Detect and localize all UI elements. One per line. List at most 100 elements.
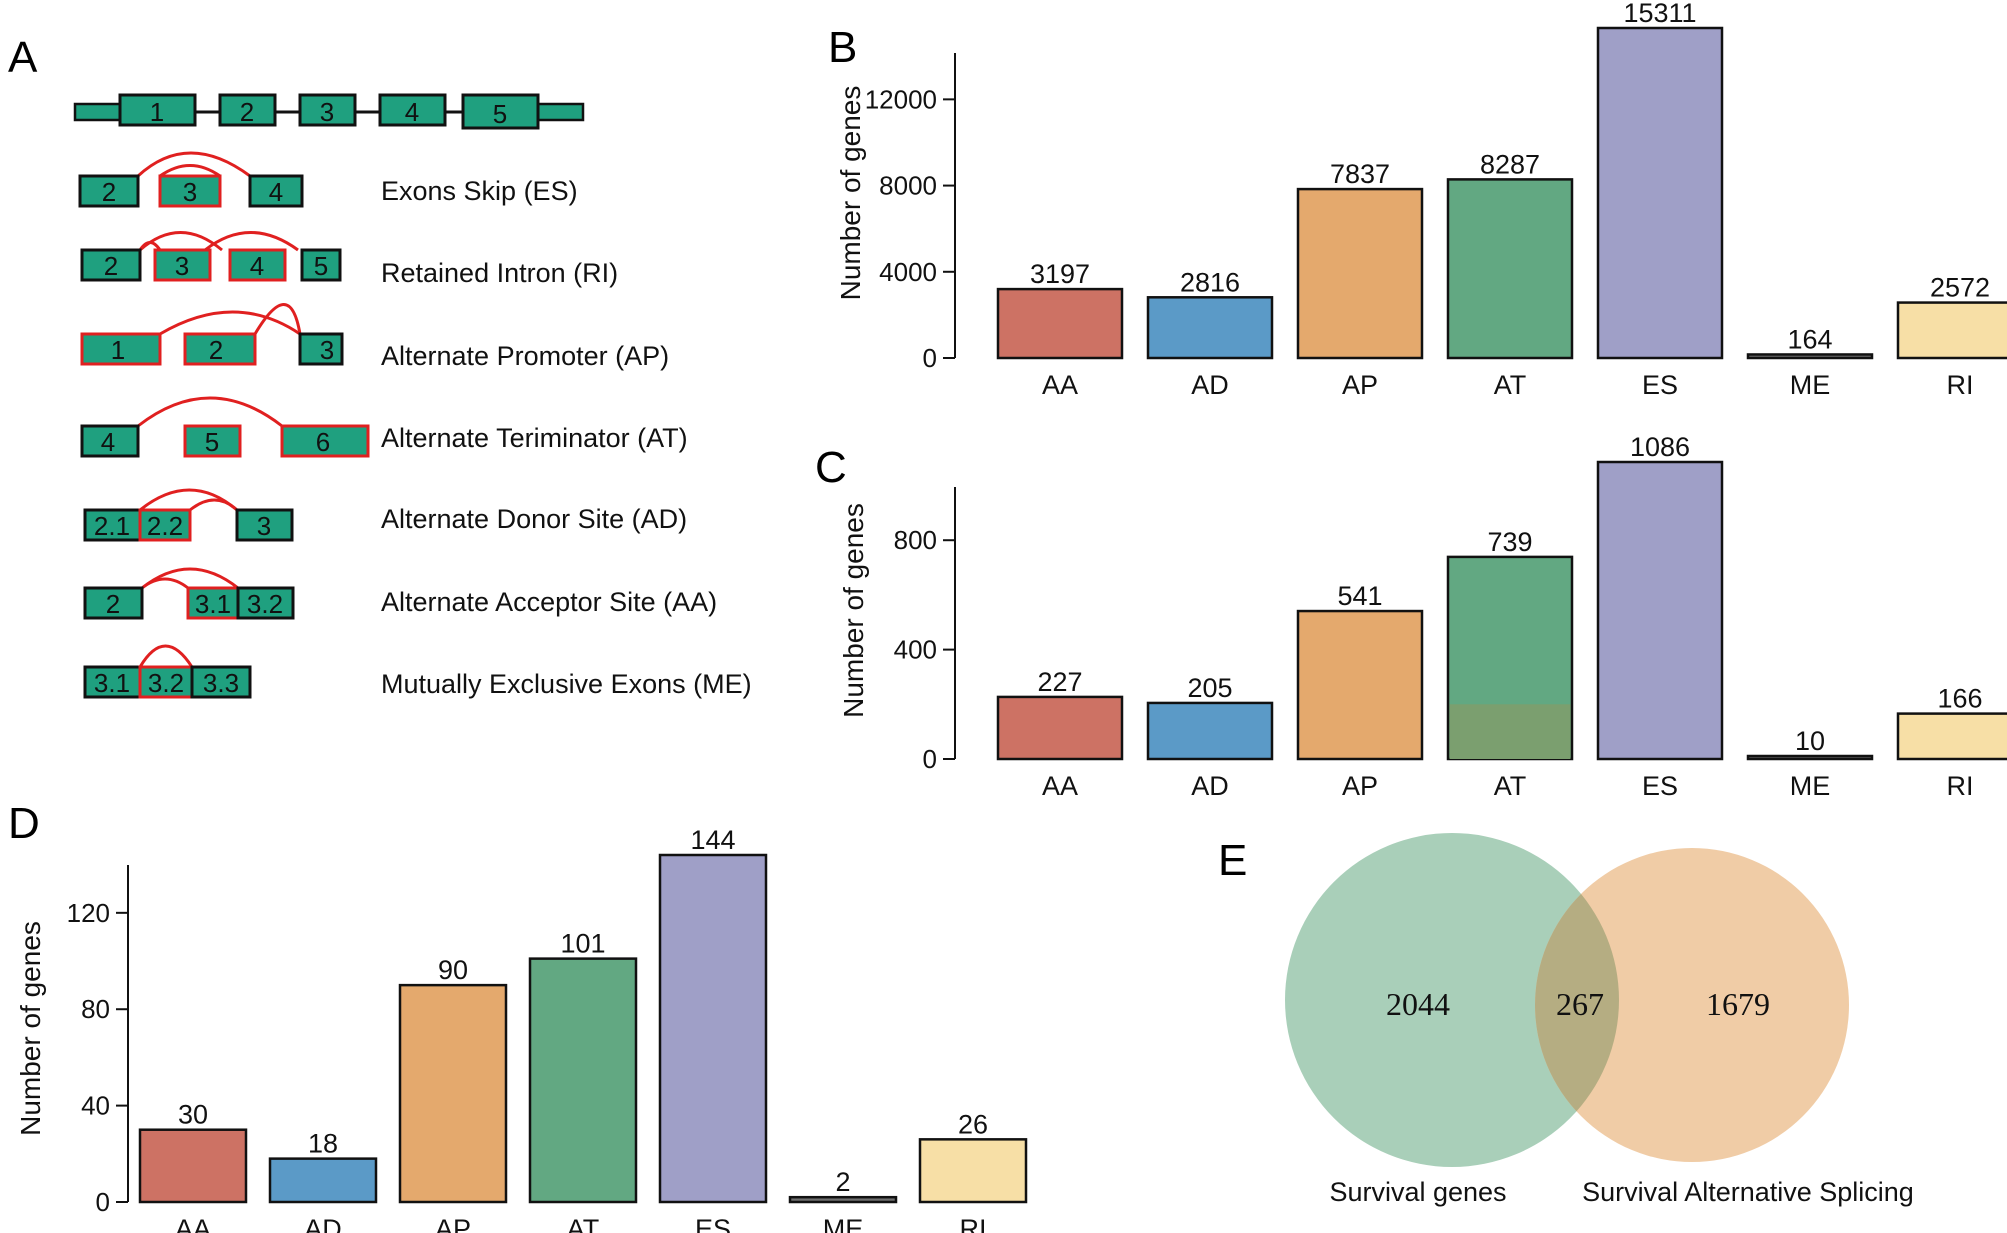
bar-me [1746, 754, 1874, 761]
x-tick-label: AT [567, 1214, 600, 1233]
bar-value-label: 10 [1795, 726, 1825, 756]
x-tick-label: ME [1790, 370, 1831, 400]
event-label: Alternate Teriminator (AT) [381, 423, 688, 453]
splice-junction [137, 396, 283, 428]
x-tick-label: AT [1494, 370, 1527, 400]
splice-junction [141, 567, 239, 590]
bar-chart-d: 0 40 80 120 Number of genes 30 AA 18 AD 90 AP 101 AT… [15, 825, 1028, 1233]
exon-label: 2 [104, 251, 118, 281]
x-tick-label: RI [1947, 370, 1974, 400]
panel-letter-b: B [828, 23, 857, 72]
y-tick-label: 400 [894, 635, 937, 665]
panel-letter-a: A [8, 33, 38, 82]
bar-value-label: 101 [560, 929, 605, 959]
x-tick-label: ES [695, 1214, 731, 1233]
bar-value-label: 15311 [1623, 0, 1696, 28]
exon-box [80, 248, 142, 282]
x-tick-label: AD [304, 1214, 342, 1233]
y-tick-label: 4000 [879, 257, 937, 287]
bar-aa [138, 1128, 248, 1204]
bar-value-label: 18 [308, 1129, 338, 1159]
exon-label: 2.2 [147, 511, 183, 541]
exon-label: 3 [183, 177, 197, 207]
bar-at [1446, 178, 1574, 360]
exon-label: 3.1 [94, 668, 130, 698]
exon-label: 3 [257, 511, 271, 541]
exon-box [118, 93, 197, 127]
event-at: 4 5 6 Alternate Teriminator (AT) [80, 396, 688, 458]
x-tick-label: AD [1191, 370, 1229, 400]
y-axis-label: Number of genes [15, 921, 46, 1136]
exon-label: 5 [205, 427, 219, 457]
alt-exon-box [280, 424, 370, 458]
utr-right [536, 102, 585, 122]
event-es: 2 3 4 Exons Skip (ES) [78, 151, 578, 208]
bar-ap [1296, 609, 1424, 761]
exon-label: 3.3 [203, 668, 239, 698]
exon-label: 2 [240, 97, 254, 127]
exon-label: 3 [320, 335, 334, 365]
x-tick-label: ES [1642, 771, 1678, 801]
exon-box [218, 93, 277, 127]
exon-label: 2.1 [94, 511, 130, 541]
event-label: Alternate Donor Site (AD) [381, 504, 687, 534]
y-tick-label: 8000 [879, 171, 937, 201]
event-label: Alternate Promoter (AP) [381, 341, 669, 371]
y-tick-label: 800 [894, 525, 937, 555]
exon-label: 2 [209, 335, 223, 365]
event-label: Exons Skip (ES) [381, 176, 578, 206]
x-tick-label: AD [1191, 771, 1229, 801]
y-tick-label: 0 [923, 343, 937, 373]
y-tick-label: 0 [923, 744, 937, 774]
bar-me [788, 1195, 898, 1204]
bar-value-label: 1086 [1630, 432, 1690, 462]
splice-junction [141, 577, 189, 590]
x-tick-label: AP [1342, 370, 1378, 400]
bar-value-label: 90 [438, 955, 468, 985]
exon-box [80, 424, 140, 458]
exon-box [235, 508, 294, 542]
bar-value-label: 166 [1937, 684, 1982, 714]
event-aa: 2 3.1 3.2 Alternate Acceptor Site (AA) [83, 567, 717, 620]
x-tick-label: AT [1494, 771, 1527, 801]
x-tick-label: ME [1790, 771, 1831, 801]
y-tick-label: 120 [67, 898, 110, 928]
venn-right-label: Survival Alternative Splicing [1582, 1177, 1914, 1207]
exon-box [461, 93, 540, 130]
bar-value-label: 30 [178, 1100, 208, 1130]
x-tick-label: AA [175, 1214, 211, 1233]
exon-label: 1 [111, 335, 125, 365]
splicing-diagram: 1 2 3 4 5 2 3 4 Exons Skip (ES) [73, 93, 752, 699]
exon-label: 5 [493, 99, 507, 129]
bar-ap [398, 983, 508, 1204]
bar-ri [1896, 712, 2007, 761]
x-tick-label: ES [1642, 370, 1678, 400]
bar-chart-c: 0 400 800 Number of genes 227 AA 205 AD 541 AP 739… [838, 432, 2007, 801]
exon-label: 4 [405, 97, 419, 127]
panel-letter-e: E [1218, 836, 1247, 885]
bar-value-label: 7837 [1330, 159, 1390, 189]
exon-label: 3.2 [247, 589, 283, 619]
alt-exon-box [153, 248, 212, 282]
exon-label: 3.2 [148, 668, 184, 698]
x-tick-label: AP [1342, 771, 1378, 801]
alt-exon-box [138, 508, 192, 542]
exon-box [378, 93, 447, 127]
bar-ap [1296, 187, 1424, 360]
exon-box [78, 174, 140, 208]
exon-label: 1 [150, 97, 164, 127]
event-label: Mutually Exclusive Exons (ME) [381, 669, 752, 699]
x-tick-label: AP [435, 1214, 471, 1233]
bar-value-label: 541 [1337, 581, 1382, 611]
exon-label: 3 [320, 97, 334, 127]
event-label: Alternate Acceptor Site (AA) [381, 587, 717, 617]
bar-at-overlay [1449, 704, 1571, 759]
event-ad: 2.1 2.2 3 Alternate Donor Site (AD) [83, 488, 687, 542]
venn-circle-right [1535, 848, 1849, 1162]
bar-ad [268, 1157, 378, 1204]
exon-label: 3.1 [195, 589, 231, 619]
bar-value-label: 2572 [1930, 273, 1990, 303]
bar-at [528, 957, 638, 1204]
